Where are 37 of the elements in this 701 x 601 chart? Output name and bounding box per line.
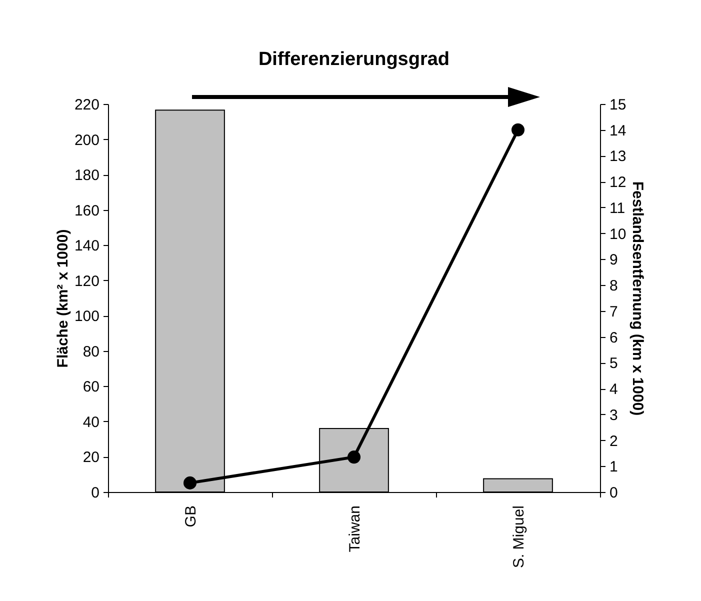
y-axis-title: Fläche (km² x 1000) — [54, 229, 72, 368]
y2-tick-label: 9 — [610, 252, 618, 269]
y-tick-label: 100 — [74, 308, 100, 326]
y-tick-label: 40 — [82, 414, 100, 431]
y2-tick-label: 6 — [610, 329, 618, 346]
point — [183, 476, 197, 490]
point — [511, 123, 525, 136]
x-tick-label: GB — [182, 506, 200, 528]
y-tick-label: 120 — [74, 272, 100, 290]
y2-tick-label: 15 — [610, 96, 626, 114]
y2-tick-label: 4 — [610, 381, 618, 398]
x-tick-label: Taiwan — [346, 506, 364, 552]
y-tick-label: 20 — [82, 449, 100, 466]
y2-tick-label: 14 — [610, 122, 626, 140]
y-tick-label: 60 — [82, 378, 100, 396]
y2-axis-title: Festlandsentfernung (km x 1000) — [629, 181, 646, 416]
y2-tick-label: 2 — [610, 432, 618, 450]
y-tick-label: 200 — [74, 132, 100, 149]
y2-tick-label: 8 — [610, 278, 618, 295]
chart-title: Differenzierungsgrad — [258, 49, 450, 70]
y2-tick-label: 3 — [610, 406, 618, 424]
x-tick-label: S. Miguel — [510, 506, 528, 568]
y-tick-label: 220 — [74, 96, 100, 114]
y2-tick-label: 11 — [610, 200, 626, 217]
y2-tick-label: 10 — [610, 226, 626, 243]
y2-tick-label: 12 — [610, 174, 626, 192]
y2-tick-label: 5 — [610, 355, 618, 372]
y-tick-label: 140 — [74, 238, 100, 255]
y2-tick-label: 13 — [610, 148, 626, 166]
point — [347, 450, 361, 464]
y2-tick-label: 1 — [610, 458, 618, 476]
y-tick-label: 160 — [74, 202, 100, 220]
y2-tick-label: 0 — [610, 484, 618, 502]
y2-tick-label: 7 — [610, 303, 618, 320]
y-tick-label: 80 — [82, 343, 100, 360]
y-tick-label: 0 — [91, 484, 100, 502]
y-tick-label: 180 — [74, 167, 100, 184]
